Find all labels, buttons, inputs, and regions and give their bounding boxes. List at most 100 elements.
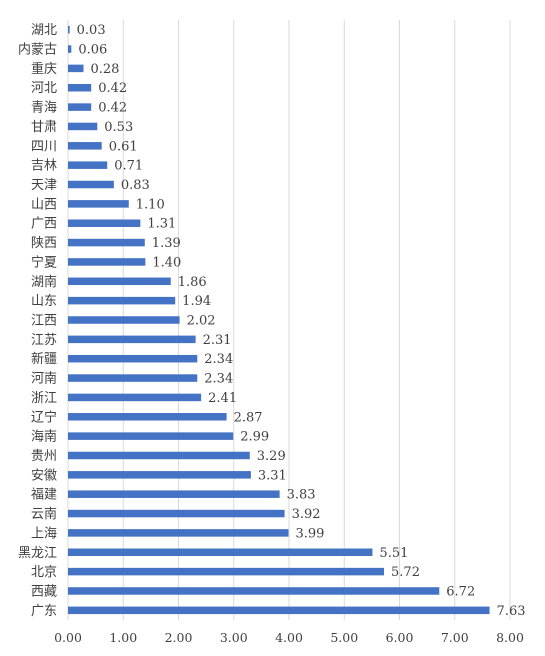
category-labels: 湖北内蒙古重庆河北青海甘肃四川吉林天津山西广西陕西宁夏湖南山东江西江苏新疆河南浙…: [18, 23, 57, 619]
category-label: 河北: [31, 81, 57, 96]
category-label: 辽宁: [31, 409, 57, 425]
category-label: 新疆: [31, 351, 57, 367]
value-label: 6.72: [446, 584, 475, 599]
bar: [68, 45, 72, 53]
value-label: 2.41: [208, 391, 237, 406]
value-label: 1.94: [182, 294, 211, 309]
bar: [68, 238, 145, 247]
bar: [68, 432, 234, 440]
x-tick-label: 0.00: [54, 630, 82, 645]
category-label: 福建: [31, 488, 57, 503]
category-label: 吉林: [31, 159, 57, 174]
bar: [68, 471, 251, 479]
bar: [68, 374, 198, 382]
bar: [68, 258, 146, 266]
category-label: 安徽: [31, 468, 57, 483]
category-label: 重庆: [31, 61, 57, 77]
value-label: 2.02: [187, 314, 216, 329]
bar: [68, 161, 108, 169]
value-label: 2.87: [234, 410, 263, 425]
x-tick-label: 4.00: [275, 630, 303, 645]
x-tick-label: 1.00: [109, 630, 137, 645]
category-label: 甘肃: [31, 120, 57, 135]
value-label: 0.03: [77, 23, 106, 38]
value-label: 1.31: [147, 217, 176, 232]
category-label: 海南: [31, 429, 57, 445]
value-label: 0.06: [78, 43, 107, 58]
value-label: 1.39: [152, 236, 181, 251]
value-label: 2.34: [204, 372, 233, 387]
bars: [68, 25, 490, 615]
bar: [68, 25, 70, 34]
category-label: 江西: [31, 314, 57, 329]
bar: [68, 529, 289, 537]
bar: [68, 451, 250, 460]
value-label: 0.28: [90, 62, 119, 77]
category-label: 陕西: [31, 236, 57, 251]
value-label: 0.53: [104, 120, 133, 135]
value-label: 1.86: [178, 275, 207, 290]
value-label: 3.31: [258, 468, 287, 483]
category-label: 内蒙古: [18, 42, 57, 58]
bar: [68, 413, 227, 421]
value-label: 0.42: [98, 81, 127, 96]
category-label: 河南: [31, 371, 57, 387]
bar: [68, 316, 180, 324]
value-label: 3.83: [287, 488, 316, 503]
value-label: 0.83: [121, 178, 150, 193]
gridlines: [67, 20, 511, 620]
category-label: 天津: [31, 178, 57, 193]
x-tick-label: 7.00: [441, 630, 469, 645]
bar: [68, 606, 490, 615]
bar: [68, 567, 385, 576]
category-label: 山西: [31, 197, 57, 212]
category-label: 山东: [31, 294, 57, 309]
bar: [68, 103, 92, 111]
bar: [68, 490, 280, 498]
category-label: 广东: [31, 604, 57, 619]
value-label: 0.71: [114, 159, 143, 174]
value-label: 1.40: [152, 255, 181, 270]
bar: [68, 122, 98, 131]
bar: [68, 219, 141, 227]
x-tick-label: 5.00: [330, 630, 358, 645]
bar: [68, 142, 102, 150]
bar: [68, 180, 114, 189]
category-label: 湖北: [31, 23, 57, 38]
bar: [68, 393, 202, 402]
category-label: 北京: [31, 565, 57, 580]
value-label: 0.42: [98, 101, 127, 116]
value-label: 5.72: [391, 565, 420, 580]
bar: [68, 64, 84, 73]
category-label: 青海: [31, 101, 57, 116]
x-tick-label: 6.00: [386, 630, 414, 645]
x-tick-label: 8.00: [496, 630, 524, 645]
bar: [68, 509, 285, 518]
bar: [68, 335, 196, 344]
category-label: 云南: [31, 506, 57, 522]
category-label: 宁夏: [31, 254, 57, 270]
category-label: 四川: [31, 139, 57, 154]
value-label: 0.61: [109, 139, 138, 154]
bar: [68, 83, 92, 92]
value-label: 5.51: [379, 546, 408, 561]
bar: [68, 548, 373, 557]
category-label: 贵州: [31, 449, 57, 464]
category-label: 江苏: [31, 332, 57, 348]
value-label: 2.99: [240, 430, 269, 445]
category-label: 黑龙江: [18, 546, 57, 561]
value-label: 7.63: [497, 604, 526, 619]
bar: [68, 296, 176, 305]
x-axis-tick-labels: 0.00 1.00 2.00 3.00 4.00 5.00 6.00 7.00 8.00: [54, 630, 524, 645]
category-label: 湖南: [31, 274, 57, 290]
value-label: 2.31: [203, 333, 232, 348]
bar: [68, 200, 129, 208]
value-label: 3.99: [295, 526, 324, 541]
category-label: 浙江: [31, 391, 57, 406]
category-label: 西藏: [31, 584, 57, 599]
category-label: 上海: [31, 526, 57, 541]
value-label: 3.29: [257, 449, 286, 464]
bar: [68, 587, 440, 595]
x-tick-label: 2.00: [165, 630, 193, 645]
